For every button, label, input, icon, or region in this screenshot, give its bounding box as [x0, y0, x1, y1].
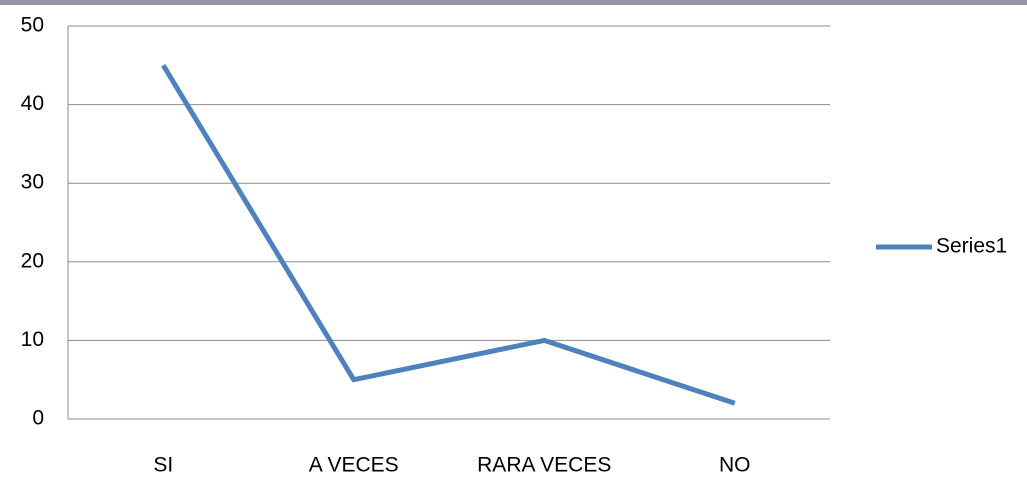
- top-border: [0, 0, 1027, 5]
- y-tick-label: 20: [21, 249, 44, 272]
- y-tick-label: 40: [21, 92, 44, 115]
- y-tick-label: 50: [21, 14, 44, 37]
- x-tick-label: SI: [153, 454, 173, 477]
- x-tick-label: RARA VECES: [477, 454, 611, 477]
- legend-label: Series1: [936, 235, 1007, 258]
- x-tick-label: A VECES: [309, 454, 399, 477]
- y-tick-label: 10: [21, 328, 44, 351]
- y-tick-label: 0: [32, 407, 44, 430]
- x-tick-label: NO: [719, 454, 751, 477]
- y-tick-label: 30: [21, 171, 44, 194]
- line: [161, 64, 736, 406]
